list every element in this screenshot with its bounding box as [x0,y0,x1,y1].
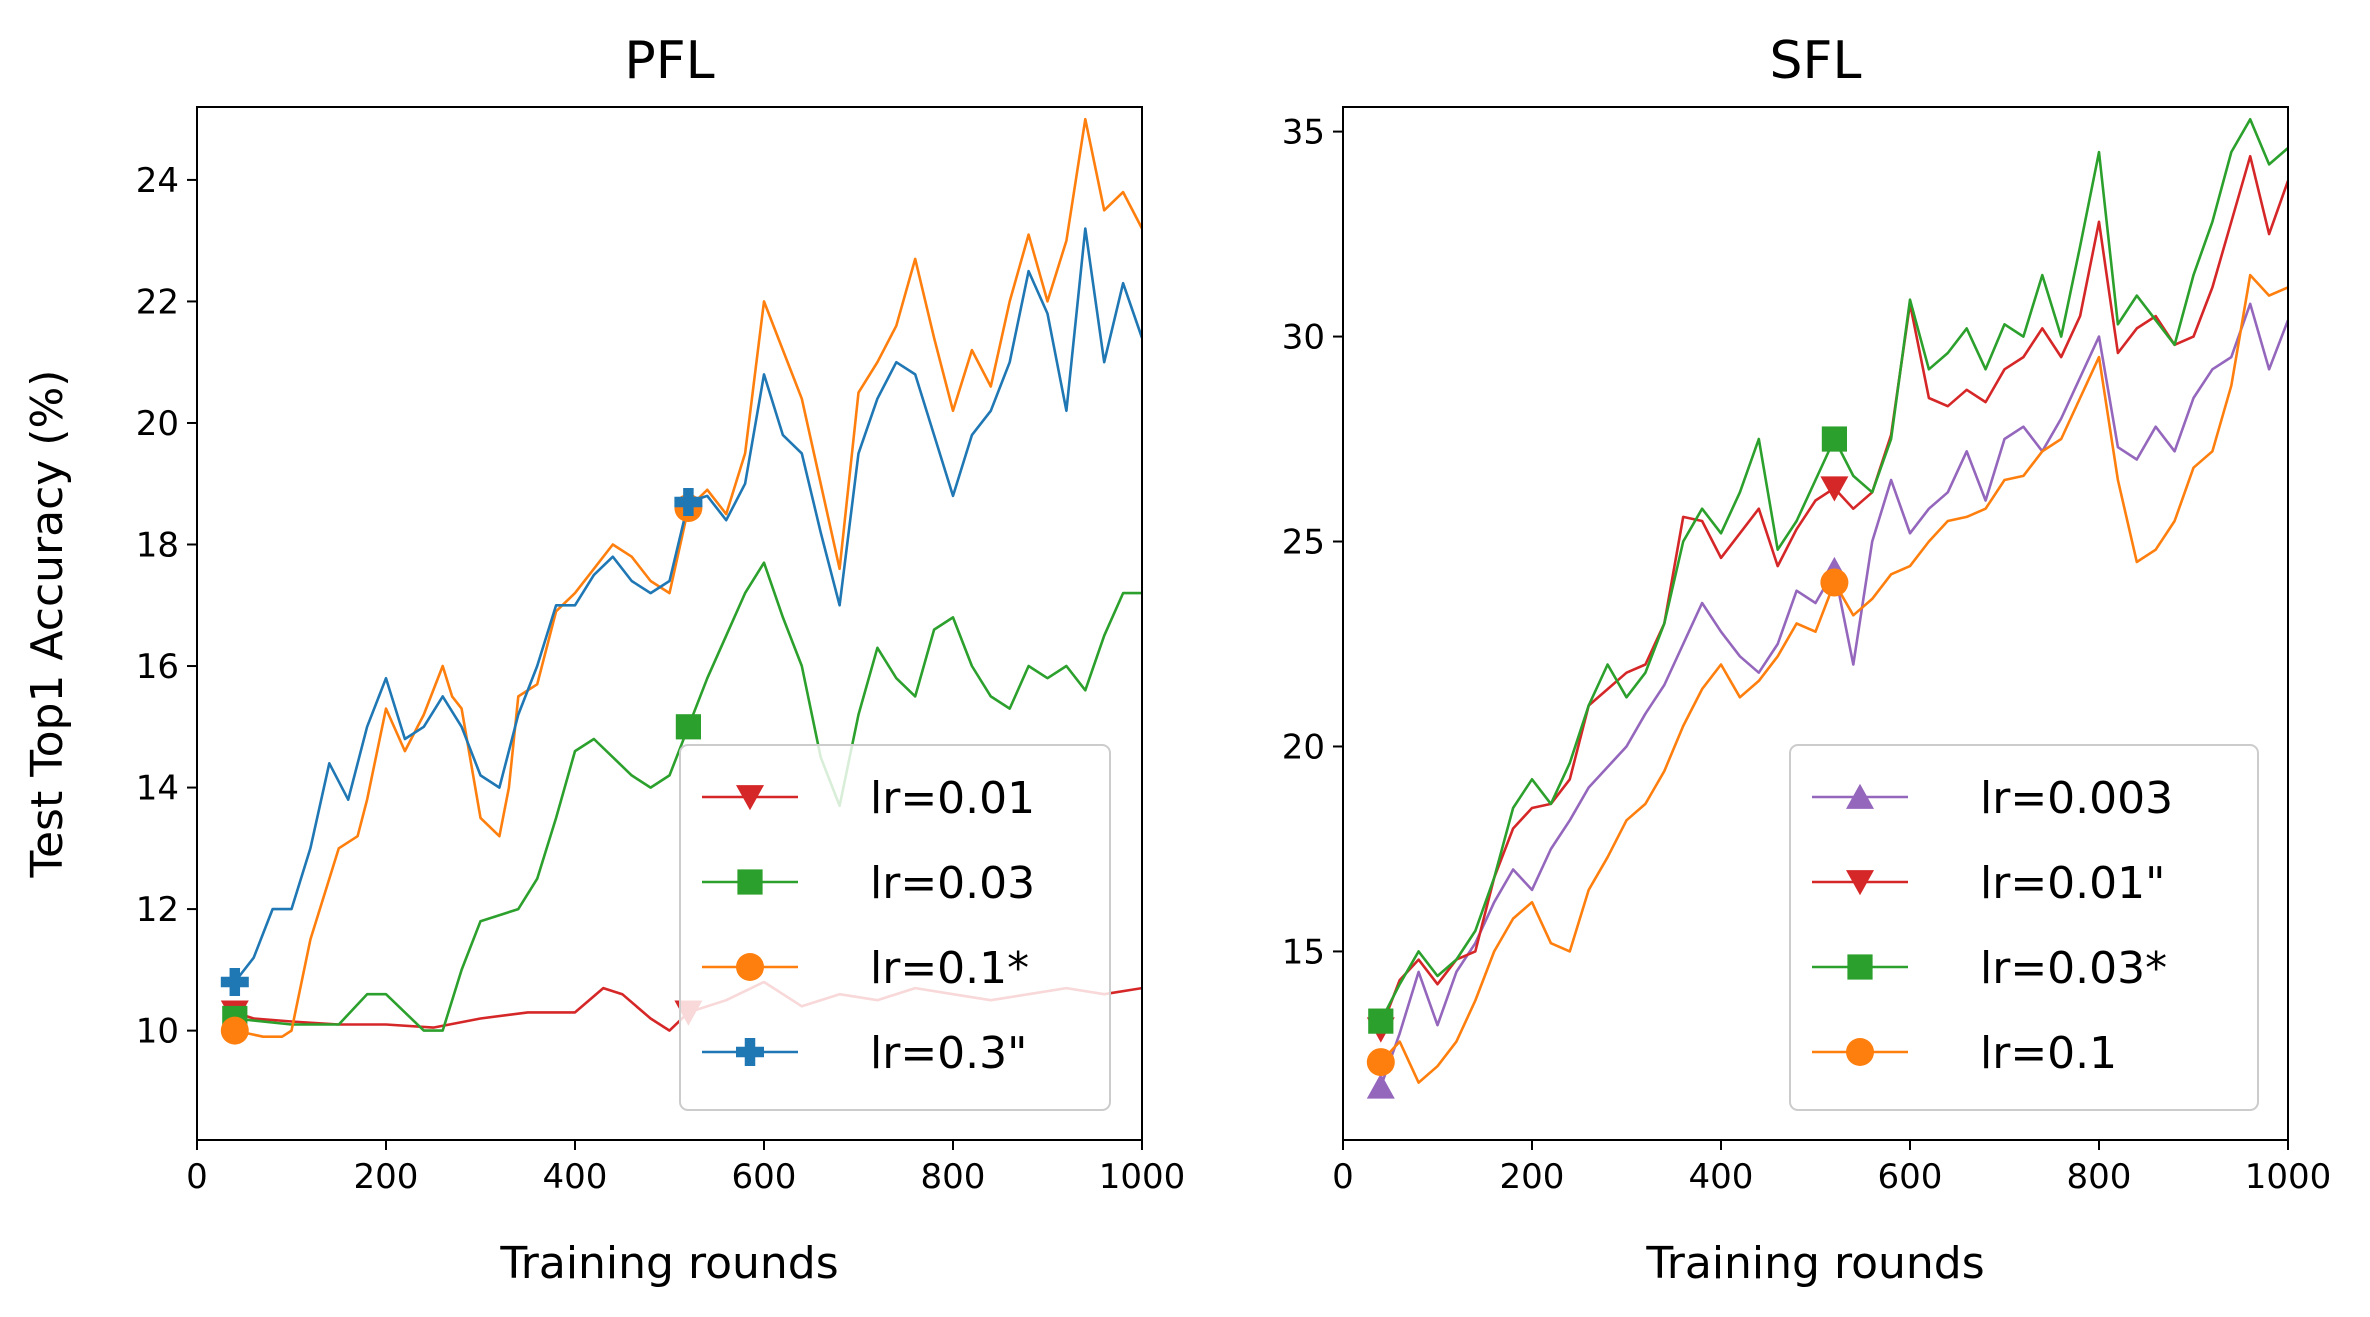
y-tick-label: 20 [136,404,179,444]
legend-marker [1847,954,1873,980]
subplot-sfl: 0 200 400 600 800 1000 15 20 25 30 35 SFL Training r… [1282,31,2332,1289]
series-4-marker-2 [674,487,703,516]
x-tick-label: 1000 [2245,1157,2332,1197]
x-axis-label: Training rounds [1645,1238,1984,1289]
y-tick-label: 10 [136,1012,179,1052]
y-tick-label: 12 [136,890,179,930]
x-tick-label: 200 [1500,1157,1565,1197]
chart-title: SFL [1770,31,1862,91]
y-tick-label: 16 [136,647,179,687]
y-tick-label: 20 [1282,727,1325,767]
y-tick-label: 30 [1282,318,1325,358]
x-tick-label: 400 [543,1157,608,1197]
x-tick-label: 600 [1878,1157,1943,1197]
series-3-marker-1 [220,1016,249,1045]
subplot-pfl: 0 200 400 600 800 1000 10 12 14 16 18 20 22 24 PFL Trai… [22,31,1185,1289]
y-tick-label: 15 [1282,932,1325,972]
x-tick-label: 200 [354,1157,419,1197]
legend-marker [1846,870,1874,896]
y-tick-label: 24 [136,161,179,201]
legend-label: lr=0.1* [870,943,1029,994]
legend-label: lr=0.03 [870,858,1035,909]
x-tick-label: 1000 [1099,1157,1186,1197]
y-axis-label: Test Top1 Accuracy (%) [22,370,73,879]
series-4-marker-1 [220,968,249,997]
legend-label: lr=0.03* [1980,943,2167,994]
legend-label: lr=0.3" [870,1028,1027,1079]
x-tick-label: 800 [921,1157,986,1197]
x-tick-label: 0 [186,1157,208,1197]
series-line-3 [234,117,1142,1038]
legend-marker [736,953,764,981]
series-3-marker-2 [1821,426,1847,452]
legend-marker [1846,1038,1874,1066]
chart-title: PFL [624,31,714,91]
legend-marker [737,869,763,895]
y-tick-label: 22 [136,282,179,322]
x-tick-label: 0 [1332,1157,1354,1197]
x-axis-label: Training rounds [499,1238,838,1289]
series-line-2 [234,561,1142,1032]
x-tick-label: 400 [1689,1157,1754,1197]
series-1-marker-1 [1366,1073,1395,1099]
legend: lr=0.003 lr=0.01" lr=0.03* lr=0.1 [1789,744,2259,1111]
legend-label: lr=0.01" [1980,858,2165,909]
series-3-marker-1 [1368,1008,1394,1034]
legend-label: lr=0.01 [870,773,1035,824]
axes-frame [1342,106,2289,1141]
legend-frame [679,744,1111,1111]
series-2-marker-2 [1820,476,1849,502]
y-tick-label: 18 [136,526,179,566]
x-tick-label: 600 [732,1157,797,1197]
y-tick-label: 25 [1282,523,1325,563]
legend-marker [736,785,764,811]
legend-label: lr=0.1 [1980,1028,2117,1079]
legend-marker [736,1038,764,1066]
y-tick-label: 35 [1282,113,1325,153]
legend: lr=0.01 lr=0.03 lr=0.1* lr=0.3" [679,744,1111,1111]
legend-frame [1789,744,2259,1111]
legend-label: lr=0.003 [1980,773,2173,824]
series-4-marker-1 [1366,1048,1395,1077]
legend-marker [1846,783,1874,809]
axes-frame [196,106,1143,1141]
x-tick-label: 800 [2067,1157,2132,1197]
y-tick-label: 14 [136,769,179,809]
series-2-marker-2 [675,714,701,740]
series-4-marker-2 [1820,568,1849,597]
